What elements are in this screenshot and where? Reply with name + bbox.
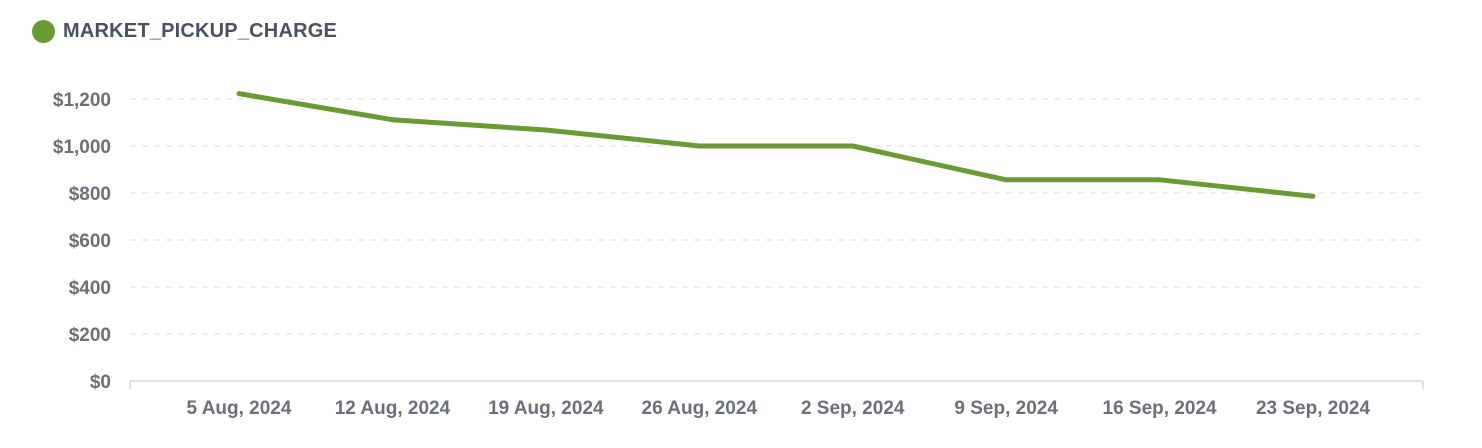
data-point xyxy=(850,143,856,149)
x-tick-label: 23 Sep, 2024 xyxy=(1256,398,1371,419)
x-tick-label: 19 Aug, 2024 xyxy=(488,398,604,419)
y-tick-label: $1,200 xyxy=(53,90,111,111)
series-line xyxy=(238,91,1314,199)
x-tick-label: 2 Sep, 2024 xyxy=(801,398,905,419)
y-tick-label: $600 xyxy=(69,231,111,252)
data-point xyxy=(1003,177,1009,183)
data-point xyxy=(1157,177,1163,183)
y-tick-label: $800 xyxy=(69,184,111,205)
data-point xyxy=(236,91,242,97)
x-tick-label: 16 Sep, 2024 xyxy=(1103,398,1218,419)
y-tick-label: $400 xyxy=(69,278,111,299)
data-point xyxy=(389,117,395,123)
legend-label: MARKET_PICKUP_CHARGE xyxy=(63,20,338,42)
data-point xyxy=(696,143,702,149)
legend-swatch-icon xyxy=(32,20,55,43)
data-point xyxy=(1310,193,1316,199)
x-tick-label: 12 Aug, 2024 xyxy=(335,398,451,419)
legend[interactable]: MARKET_PICKUP_CHARGE xyxy=(32,20,337,43)
data-point xyxy=(543,127,549,133)
y-tick-label: $200 xyxy=(69,325,111,346)
x-tick-label: 26 Aug, 2024 xyxy=(642,398,758,419)
x-tick-label: 9 Sep, 2024 xyxy=(954,398,1058,419)
y-tick-label: $0 xyxy=(90,372,111,393)
y-tick-label: $1,000 xyxy=(53,137,111,158)
x-tick-label: 5 Aug, 2024 xyxy=(187,398,292,419)
